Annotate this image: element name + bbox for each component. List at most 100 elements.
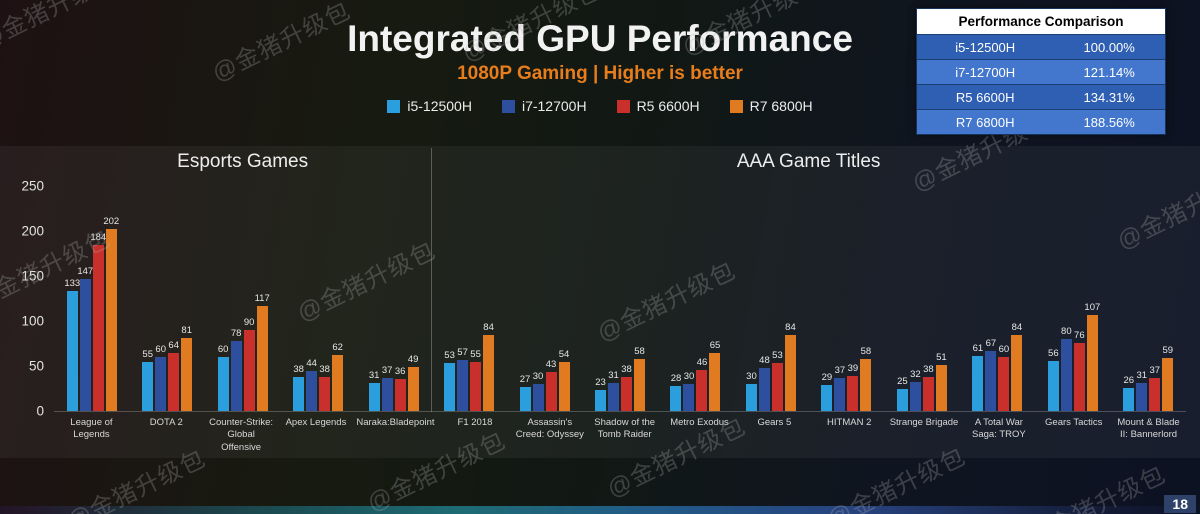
legend-label: i5-12500H	[407, 98, 472, 114]
bar-R5 6600H	[92, 245, 104, 411]
bar-wrap: 43	[545, 359, 557, 411]
bar-wrap: 81	[181, 325, 193, 411]
category-label: HITMAN 2	[827, 417, 872, 428]
bar-value-label: 84	[483, 322, 494, 334]
bar-value-label: 55	[470, 348, 481, 360]
bar-i5-12500H	[1047, 360, 1059, 411]
bar-R5 6600H	[1149, 377, 1161, 411]
bar-wrap: 57	[457, 346, 469, 411]
cpu-score: 121.14%	[1083, 64, 1135, 80]
y-tick-label: 250	[21, 178, 44, 194]
category-label: Gears 5	[757, 417, 792, 428]
bar-wrap: 49	[407, 354, 419, 411]
bar-value-label: 67	[985, 337, 997, 349]
legend-item: R7 6800H	[729, 98, 813, 114]
bar-value-label: 55	[142, 348, 153, 360]
bar-value-label: 31	[368, 370, 380, 382]
bar-i7-12700H	[758, 367, 770, 411]
bar-wrap: 107	[1084, 302, 1100, 411]
bar-R5 6600H	[243, 330, 255, 411]
bar-wrap: 38	[621, 364, 633, 411]
cpu-score: 100.00%	[1083, 39, 1135, 55]
bar-value-label: 64	[168, 340, 179, 352]
bar-value-label: 57	[457, 346, 468, 358]
bar-wrap: 31	[1136, 370, 1148, 411]
chart-body: 0 50 100 150 200 250 Esports Games AAA Game T…	[10, 148, 1186, 419]
bar-R5 6600H	[696, 369, 708, 411]
bar-value-label: 32	[910, 369, 921, 381]
bar-wrap: 147	[77, 266, 93, 411]
bar-value-label: 37	[834, 364, 846, 376]
bar-wrap: 44	[306, 358, 318, 411]
bar-i5-12500H	[972, 356, 984, 411]
category-label: Counter-Strike: Global Offensive	[209, 417, 274, 453]
page-subtitle: 1080P Gaming | Higher is better	[457, 63, 743, 84]
table-title: Performance Comparison	[917, 9, 1165, 34]
bar-wrap: 84	[1011, 322, 1023, 411]
bar-value-label: 81	[181, 325, 192, 337]
bar-value-label: 29	[821, 371, 833, 383]
bar-value-label: 31	[608, 370, 619, 382]
bar-value-label: 84	[785, 322, 796, 334]
legend-item: i5-12500H	[387, 98, 472, 114]
bar-group: 27 30 43 54	[507, 186, 582, 411]
bar-i5-12500H	[595, 390, 607, 411]
category-label: Metro Exodus	[670, 417, 729, 428]
bar-R7 6800H	[634, 358, 646, 411]
bar-value-label: 62	[332, 342, 343, 354]
bar-wrap: 133	[64, 278, 80, 411]
bar-wrap: 56	[1047, 347, 1059, 411]
bar-value-label: 37	[381, 364, 393, 376]
section-divider-line	[431, 148, 433, 412]
bar-wrap: 80	[1060, 326, 1072, 411]
plot-area: 133 147 184 202 55 60 64 81 60 78 90 117 38 44 38 62 31 3…	[54, 186, 1186, 412]
bar-R7 6800H	[181, 338, 193, 411]
bar-wrap: 60	[998, 344, 1010, 411]
bar-value-label: 26	[1123, 374, 1135, 386]
bar-wrap: 39	[847, 363, 859, 411]
legend-item: R5 6600H	[616, 98, 700, 114]
bar-value-label: 60	[155, 344, 166, 355]
bar-wrap: 184	[90, 232, 106, 411]
category-label: Assassin's Creed: Odyssey	[515, 417, 584, 441]
table-row: i7-12700H 121.14%	[917, 59, 1165, 84]
bar-R5 6600H	[319, 376, 331, 411]
bar-value-label: 37	[1149, 364, 1161, 376]
bar-i7-12700H	[532, 384, 544, 411]
category-label: F1 2018	[457, 417, 493, 428]
bar-value-label: 25	[897, 375, 908, 387]
plot-region: Esports Games AAA Game Titles 133 147 184 2…	[54, 148, 1186, 412]
bar-value-label: 30	[532, 371, 544, 382]
bar-wrap: 76	[1073, 330, 1085, 411]
bar-R7 6800H	[483, 335, 495, 411]
bar-group: 53 57 55 84	[431, 186, 506, 411]
bar-wrap: 55	[142, 348, 154, 411]
legend: i5-12500H i7-12700H R5 6600H R7 6800H	[0, 98, 1200, 114]
bar-R7 6800H	[784, 335, 796, 411]
bar-wrap: 37	[381, 364, 393, 411]
bar-i7-12700H	[381, 377, 393, 411]
bar-value-label: 46	[696, 356, 708, 368]
bar-value-label: 65	[709, 339, 721, 351]
page-number: 18	[1164, 495, 1196, 513]
bar-value-label: 56	[1048, 347, 1059, 359]
bar-R5 6600H	[1073, 342, 1085, 411]
y-axis: 0 50 100 150 200 250	[10, 179, 54, 419]
bar-wrap: 53	[444, 350, 456, 411]
bar-wrap: 38	[293, 364, 305, 411]
bar-R7 6800H	[407, 366, 419, 411]
bar-i7-12700H	[909, 382, 921, 411]
bar-group: 26 31 37 59	[1111, 186, 1186, 411]
bar-value-label: 53	[772, 350, 783, 362]
bar-value-label: 202	[103, 216, 120, 228]
bar-i7-12700H	[683, 384, 695, 411]
bar-R7 6800H	[860, 358, 872, 411]
legend-swatch-icon	[729, 99, 743, 113]
bar-R5 6600H	[771, 363, 783, 411]
bar-R7 6800H	[256, 305, 268, 411]
bar-value-label: 27	[519, 373, 531, 385]
bar-value-label: 117	[254, 292, 270, 304]
bar-wrap: 46	[696, 356, 708, 411]
bar-wrap: 90	[243, 317, 255, 411]
